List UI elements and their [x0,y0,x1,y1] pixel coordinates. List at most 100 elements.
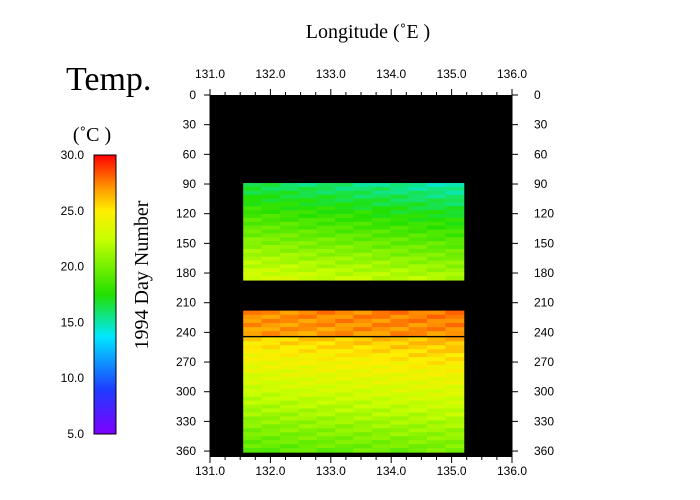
heatmap-cell [390,217,410,223]
heatmap-cell [408,341,428,346]
heatmap-cell [279,372,299,378]
heatmap-cell [279,432,299,437]
heatmap-cell [261,268,281,273]
heatmap-cell [390,368,410,374]
heatmap-cell [261,314,281,320]
heatmap-cell [335,396,355,402]
heatmap-cell [390,318,410,324]
y-tick-label-right: 300 [534,385,554,399]
heatmap-cell [426,310,446,316]
heatmap-cell [243,388,263,394]
heatmap-cell [279,233,299,238]
heatmap-cell [243,206,263,211]
heatmap-cell [316,372,336,378]
heatmap-cell [335,327,355,332]
y-tick-label-left: 0 [189,88,196,102]
heatmap-cell [426,337,446,342]
heatmap-cell [390,404,410,410]
heatmap-cell [316,190,336,196]
heatmap-cell [445,310,465,316]
heatmap-cell [371,214,391,219]
heatmap-cell [408,404,428,410]
heatmap-cell [335,436,355,441]
heatmap-cell [261,353,281,358]
heatmap-cell [408,206,428,211]
heatmap-cell [353,221,373,227]
heatmap-cell [261,420,281,425]
heatmap-cell [353,225,373,231]
heatmap-cell [445,424,465,429]
heatmap-cell [390,392,410,398]
heatmap-cell [243,372,263,378]
heatmap-cell [335,392,355,398]
heatmap-cell [261,416,281,422]
colorbar-tick-label: 30.0 [61,148,85,162]
heatmap-cell [243,252,263,258]
heatmap-cell [335,214,355,219]
heatmap-cell [408,183,428,188]
heatmap-cell [316,416,336,422]
heatmap-cell [335,233,355,238]
y-tick-label-left: 240 [176,325,196,339]
heatmap-cell [353,353,373,358]
heatmap-cell [279,260,299,266]
heatmap-cell [261,380,281,386]
heatmap-cell [261,237,281,242]
heatmap-cell [316,252,336,258]
heatmap-cell [426,388,446,394]
heatmap-cell [408,345,428,350]
heatmap-cell [243,341,263,346]
heatmap-cell [353,372,373,378]
heatmap-cell [335,183,355,188]
heatmap-cell [371,229,391,235]
heatmap-cell [335,341,355,346]
heatmap-cell [279,345,299,350]
heatmap-cell [445,276,465,281]
y-axis-title: 1994 Day Number [131,200,153,349]
colorbar-ticks: 5.0 10.0 15.0 20.0 25.0 30.0 [61,148,85,441]
heatmap-cell [390,420,410,425]
y-tick-label-left: 30 [183,118,197,132]
heatmap-cell [408,412,428,418]
heatmap-cell [298,428,318,433]
heatmap-cell [316,310,336,316]
heatmap-cell [335,412,355,418]
heatmap-cell [298,210,318,215]
heatmap-cell [390,432,410,437]
heatmap-cell [261,206,281,211]
heatmap-cell [335,225,355,231]
heatmap-cell [243,404,263,410]
heatmap-cell [316,241,336,246]
heatmap-cell [279,318,299,324]
heatmap-cell [316,432,336,437]
heatmap-cell [426,276,446,281]
heatmap-cell [279,276,299,281]
heatmap-cell [408,368,428,374]
heatmap-cell [298,252,318,258]
heatmap-cell [279,241,299,246]
heatmap-cell [371,237,391,242]
heatmap-cell [408,318,428,324]
heatmap-cell [316,440,336,445]
heatmap-cell [353,424,373,429]
heatmap-cell [243,229,263,235]
heatmap-cell [445,225,465,231]
heatmap-cell [353,252,373,258]
heatmap-cell [335,272,355,277]
heatmap-cell [390,206,410,211]
y-tick-label-right: 210 [534,296,554,310]
colorbar-tick-label: 15.0 [61,315,85,329]
heatmap-cell [426,404,446,410]
heatmap-cell [353,388,373,394]
heatmap-cell [371,194,391,200]
heatmap-cell [298,237,318,242]
heatmap-cell [371,353,391,358]
heatmap-cell [445,314,465,320]
heatmap-cell [279,404,299,410]
heatmap-cell [243,221,263,227]
heatmap-cell [243,444,263,449]
heatmap-cell [335,198,355,204]
heatmap-cell [279,256,299,262]
heatmap-cell [279,420,299,425]
heatmap-cell [371,436,391,441]
